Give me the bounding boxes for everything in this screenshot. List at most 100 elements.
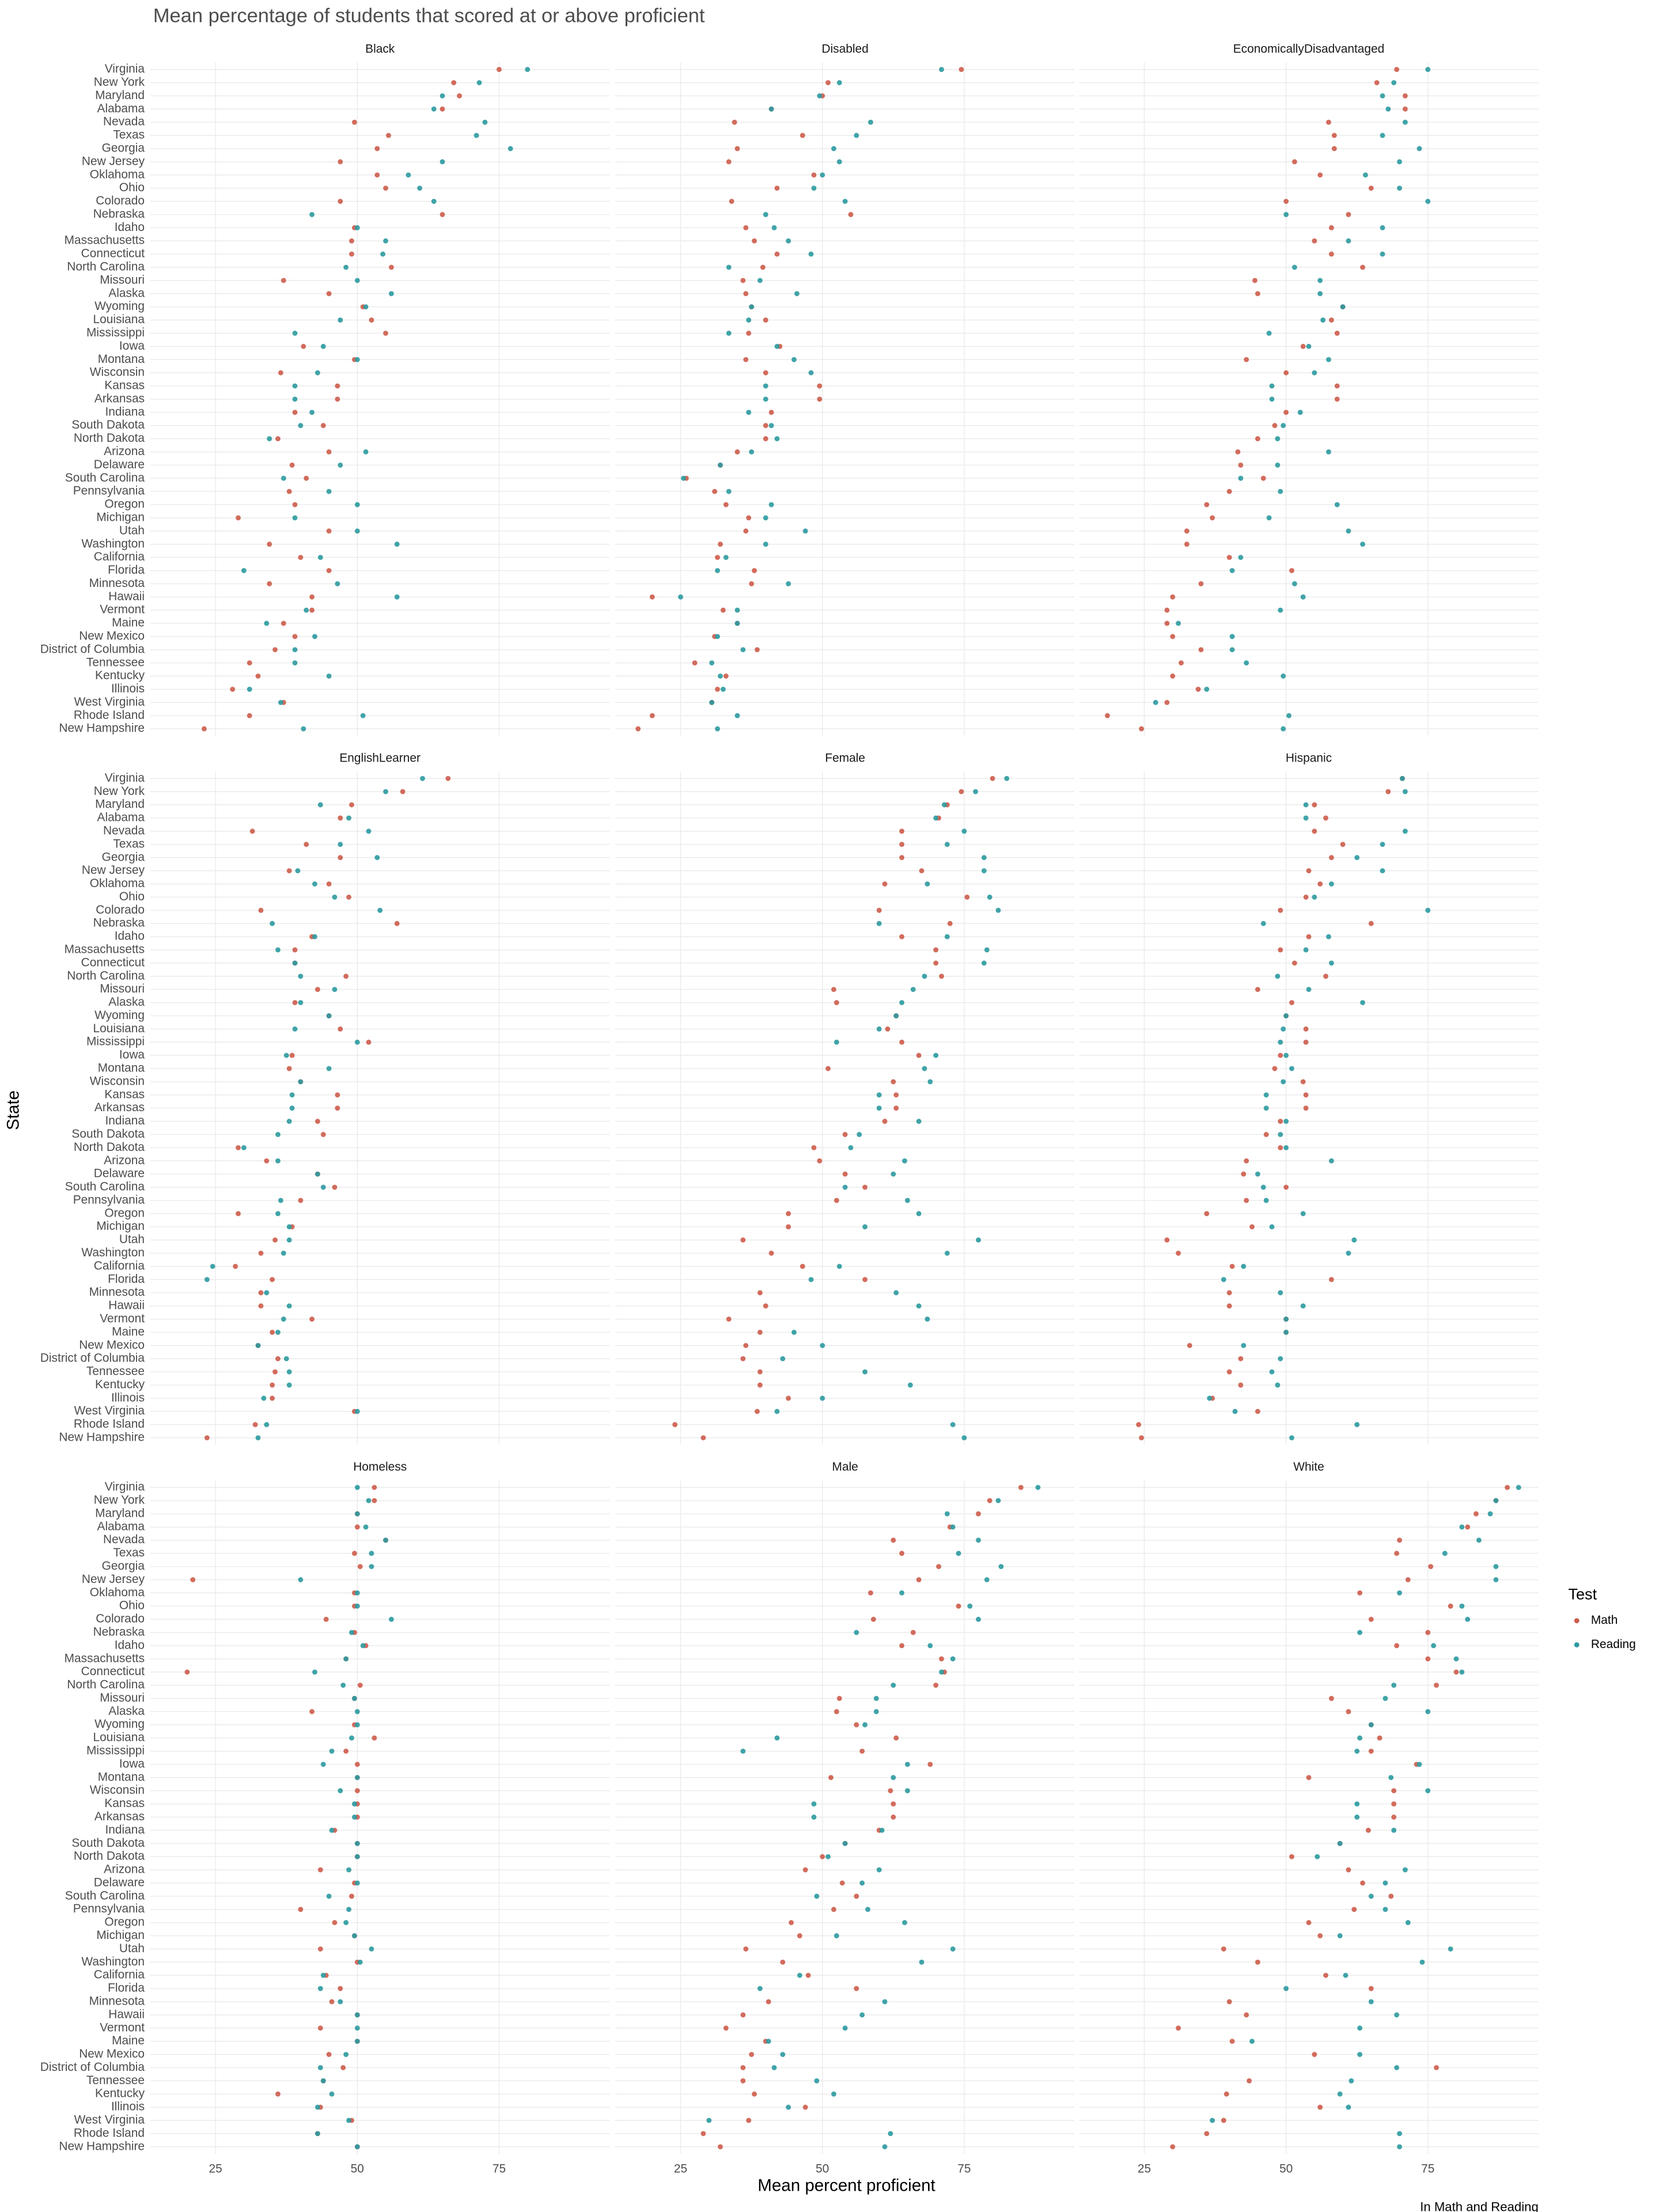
dot — [1328, 881, 1334, 887]
dot — [959, 789, 964, 794]
x-tick-label: 50 — [1279, 2162, 1293, 2176]
facet-title: Female — [825, 751, 865, 764]
dot — [987, 894, 993, 900]
dot — [1297, 410, 1303, 415]
dot — [1170, 2144, 1176, 2150]
dot — [1388, 1775, 1394, 1781]
dot — [338, 199, 343, 204]
dot — [383, 1537, 388, 1543]
dot — [1402, 1867, 1408, 1873]
dot — [1278, 1356, 1283, 1362]
dot — [482, 119, 488, 125]
dot — [802, 2104, 808, 2110]
y-tick-label: Pennsylvania — [73, 484, 145, 498]
dot — [1238, 1382, 1244, 1388]
dot — [1283, 199, 1289, 204]
y-tick-label: Alabama — [97, 811, 145, 824]
y-tick-label: New Jersey — [82, 154, 145, 168]
dot — [369, 1946, 374, 1952]
dot — [1323, 974, 1328, 979]
dot — [351, 1933, 357, 1938]
dot — [289, 462, 295, 468]
dot — [343, 1656, 349, 1662]
dot — [1269, 396, 1275, 402]
dot — [1328, 855, 1334, 861]
dot — [876, 1105, 882, 1111]
dot — [388, 1616, 394, 1622]
dot — [1226, 1999, 1232, 2005]
dot — [354, 2025, 360, 2031]
dot — [961, 1435, 967, 1441]
dot — [1176, 1251, 1181, 1256]
dot — [865, 1907, 870, 1912]
y-tick-label: Illinois — [111, 2100, 145, 2113]
dot — [1326, 449, 1331, 454]
dot — [740, 2078, 746, 2084]
dot — [1238, 1356, 1244, 1362]
dot — [1035, 1484, 1041, 1490]
y-tick-label: Missouri — [100, 1691, 145, 1705]
dot — [1229, 1263, 1235, 1269]
dot — [848, 212, 854, 217]
dot — [315, 370, 320, 376]
dot — [902, 1158, 907, 1164]
dot — [1354, 1801, 1360, 1806]
dot — [1136, 1422, 1142, 1427]
dot — [774, 251, 780, 257]
dot — [888, 1788, 893, 1794]
dot — [1241, 1343, 1247, 1349]
dot — [720, 607, 726, 613]
dot — [1232, 1408, 1238, 1414]
dot — [1431, 1643, 1437, 1649]
dot — [1244, 660, 1249, 666]
dot — [431, 199, 437, 204]
dot — [315, 2131, 320, 2137]
dot — [329, 2091, 335, 2097]
dot — [1229, 568, 1235, 573]
dot — [1306, 987, 1312, 993]
dot — [828, 1775, 834, 1781]
dot — [338, 462, 343, 468]
dot — [349, 1893, 354, 1899]
dot — [388, 264, 394, 270]
dot — [440, 106, 445, 112]
dot — [338, 815, 343, 821]
dot — [933, 815, 939, 821]
dot — [936, 1564, 941, 1569]
dot — [292, 396, 298, 402]
dot — [241, 1145, 247, 1150]
y-tick-label: Oregon — [104, 1915, 145, 1929]
y-tick-label: Massachusetts — [65, 943, 145, 956]
y-tick-label: Wisconsin — [90, 1783, 145, 1797]
dot — [1300, 594, 1306, 600]
dot — [1235, 449, 1241, 454]
dot — [1283, 1119, 1289, 1124]
dot — [320, 1132, 326, 1137]
dot — [1263, 1092, 1269, 1098]
y-tick-label: Washington — [81, 1246, 145, 1259]
dot — [292, 383, 298, 389]
dot — [763, 541, 768, 547]
dot — [338, 842, 343, 847]
y-tick-label: Florida — [108, 1272, 145, 1286]
dot — [848, 1145, 854, 1150]
dot — [1368, 1986, 1374, 1991]
dot — [320, 1972, 326, 1978]
dot — [817, 396, 823, 402]
y-tick-label: Vermont — [100, 1312, 145, 1325]
dot — [780, 2052, 786, 2057]
dot — [346, 815, 351, 821]
dot — [904, 1762, 910, 1767]
dot — [1281, 1026, 1286, 1032]
dot — [1351, 1237, 1357, 1243]
dot — [746, 410, 752, 415]
dot — [831, 987, 836, 993]
dot — [1453, 1656, 1459, 1662]
y-tick-label: New Mexico — [79, 2047, 145, 2061]
dot — [281, 1316, 286, 1322]
dot — [916, 1211, 922, 1217]
dot — [354, 1709, 360, 1714]
y-tick-label: West Virginia — [74, 2113, 145, 2127]
dot — [349, 1630, 354, 1635]
y-tick-label: New Hampshire — [59, 2139, 145, 2153]
